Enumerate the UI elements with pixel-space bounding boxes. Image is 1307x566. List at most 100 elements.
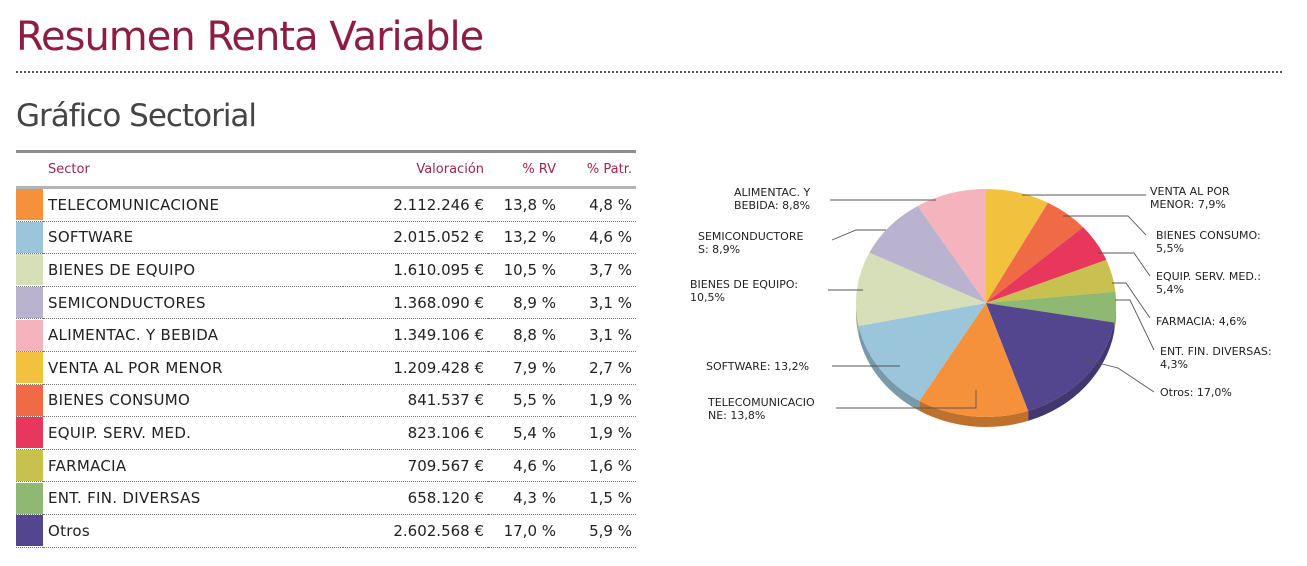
sector-table-container: Sector Valoración % RV % Patr. TELECOMUN… xyxy=(16,150,637,548)
sector-name-cell: Otros xyxy=(43,514,344,548)
sector-color-swatch xyxy=(16,187,43,222)
rv-percent-cell: 7,9 % xyxy=(488,351,561,385)
sector-name-cell: BIENES CONSUMO xyxy=(43,384,344,418)
table-row: EQUIP. SERV. MED. 823.106 €5,4 % 1,9 % xyxy=(16,416,637,450)
pie-slice-label-line: S: 8,9% xyxy=(698,243,740,256)
sector-color-swatch xyxy=(16,253,43,287)
color-swatch xyxy=(16,189,43,221)
sector-color-swatch xyxy=(16,286,43,320)
sector-table: Sector Valoración % RV % Patr. TELECOMUN… xyxy=(16,150,637,548)
rv-percent-cell: 13,8 % xyxy=(488,187,561,222)
color-swatch xyxy=(16,450,43,482)
pie-slice xyxy=(869,206,986,303)
pie-slice-label-line: 5,5% xyxy=(1156,242,1184,255)
valoracion-cell: 1.209.428 € xyxy=(343,351,489,385)
pie-slice-label: EQUIP. SERV. MED.: 5,4% xyxy=(1156,270,1261,296)
pie-slice-label-line: 4,3% xyxy=(1160,358,1188,371)
pie-slice-label: SOFTWARE: 13,2% xyxy=(706,360,809,373)
patr-percent-cell: 3,7 % xyxy=(560,253,637,287)
pie-slice xyxy=(986,291,1116,323)
pie-leader-line xyxy=(1098,252,1151,277)
pie-slice-side xyxy=(1114,303,1116,333)
pie-slice-label-line: FARMACIA: 4,6% xyxy=(1156,315,1247,328)
valoracion-cell: 2.015.052 € xyxy=(343,221,489,255)
sector-color-swatch xyxy=(16,514,43,548)
patr-percent-cell: 2,7 % xyxy=(560,351,637,385)
patr-percent-cell: 3,1 % xyxy=(560,318,637,352)
pie-slice-label: FARMACIA: 4,6% xyxy=(1156,315,1247,328)
sector-pie-chart: VENTA AL POR MENOR: 7,9% BIENES CONSUMO: 5,… xyxy=(660,160,1300,490)
rv-percent-cell: 5,4 % xyxy=(488,416,561,450)
pie-slice xyxy=(917,189,986,303)
sector-name-cell: EQUIP. SERV. MED. xyxy=(43,416,344,450)
sector-color-swatch xyxy=(16,384,43,418)
pie-slice-label: BIENES DE EQUIPO: 10,5% xyxy=(690,278,798,304)
section-title: Gráfico Sectorial xyxy=(16,98,257,134)
pie-slice-label-line: NE: 13,8% xyxy=(708,409,765,422)
table-row: ENT. FIN. DIVERSAS 658.120 €4,3 % 1,5 % xyxy=(16,481,637,515)
pie-slice-label-line: 10,5% xyxy=(690,291,725,304)
color-swatch xyxy=(16,417,43,449)
rv-percent-cell: 8,9 % xyxy=(488,286,561,320)
pie-leader-line xyxy=(1112,282,1151,319)
patr-percent-cell: 1,6 % xyxy=(560,449,637,483)
pie-slice-label-line: BIENES DE EQUIPO: xyxy=(690,278,798,291)
pie-slice-side xyxy=(919,400,1029,427)
pie-slice-label-line: ALIMENTAC. Y xyxy=(734,186,810,199)
valoracion-cell: 1.610.095 € xyxy=(343,253,489,287)
pie-slice xyxy=(858,303,986,401)
valoracion-cell: 2.602.568 € xyxy=(343,514,489,548)
rv-percent-cell: 4,3 % xyxy=(488,481,561,515)
sector-color-swatch xyxy=(16,449,43,483)
pie-slice-label-line: ENT. FIN. DIVERSAS: xyxy=(1160,345,1272,358)
sector-name-cell: BIENES DE EQUIPO xyxy=(43,253,344,287)
pie-slice xyxy=(856,252,986,326)
pie-slice-label: ENT. FIN. DIVERSAS: 4,3% xyxy=(1160,345,1272,371)
table-row: SEMICONDUCTORES 1.368.090 €8,9 % 3,1 % xyxy=(16,286,637,320)
pie-slice-label: Otros: 17,0% xyxy=(1160,386,1232,399)
rv-percent-cell: 17,0 % xyxy=(488,514,561,548)
sector-color-swatch xyxy=(16,481,43,515)
pie-leader-line xyxy=(1115,299,1155,351)
pie-slice-side xyxy=(1028,322,1115,421)
table-row: FARMACIA 709.567 €4,6 % 1,6 % xyxy=(16,449,637,483)
pie-slice xyxy=(919,303,1029,418)
pie-slice xyxy=(986,202,1084,303)
table-header-row: Sector Valoración % RV % Patr. xyxy=(16,151,637,189)
column-header-valoracion: Valoración xyxy=(343,151,489,189)
pie-slice-side xyxy=(856,303,859,336)
pie-slice-label-line: Otros: 17,0% xyxy=(1160,386,1232,399)
table-row: VENTA AL POR MENOR 1.209.428 €7,9 % 2,7 % xyxy=(16,351,637,385)
patr-percent-cell: 1,9 % xyxy=(560,416,637,450)
valoracion-cell: 658.120 € xyxy=(343,481,489,515)
title-divider xyxy=(16,71,1282,73)
page-title: Resumen Renta Variable xyxy=(16,14,484,60)
pie-slice-label-line: 5,4% xyxy=(1156,283,1184,296)
pie-slice-label-line: TELECOMUNICACIO xyxy=(707,396,815,409)
color-swatch xyxy=(16,384,43,416)
valoracion-cell: 841.537 € xyxy=(343,384,489,418)
pie-slice-side xyxy=(858,325,920,411)
patr-percent-cell: 4,8 % xyxy=(560,187,637,222)
pie-leader-line xyxy=(831,229,886,241)
patr-percent-cell: 4,6 % xyxy=(560,221,637,255)
rv-percent-cell: 13,2 % xyxy=(488,221,561,255)
column-header-rv: % RV xyxy=(488,151,561,189)
pie-slice xyxy=(986,259,1116,303)
column-header-sector: Sector xyxy=(16,151,344,189)
pie-leader-line xyxy=(1077,357,1155,393)
sector-color-swatch xyxy=(16,416,43,450)
pie-slice-label: BIENES CONSUMO: 5,5% xyxy=(1156,229,1261,255)
table-row: TELECOMUNICACIONE 2.112.246 €13,8 % 4,8 % xyxy=(16,187,637,222)
color-swatch xyxy=(16,287,43,319)
pie-slice-label-line: BIENES CONSUMO: xyxy=(1156,229,1261,242)
valoracion-cell: 2.112.246 € xyxy=(343,187,489,222)
sector-color-swatch xyxy=(16,318,43,352)
pie-slice-label-line: BEBIDA: 8,8% xyxy=(734,199,810,212)
valoracion-cell: 1.368.090 € xyxy=(343,286,489,320)
table-row: Otros 2.602.568 €17,0 % 5,9 % xyxy=(16,514,637,548)
color-swatch xyxy=(16,221,43,253)
pie-slice-label: SEMICONDUCTORE S: 8,9% xyxy=(698,230,803,256)
table-row: BIENES DE EQUIPO 1.610.095 €10,5 % 3,7 % xyxy=(16,253,637,287)
pie-slice-label-line: VENTA AL POR xyxy=(1150,185,1230,198)
